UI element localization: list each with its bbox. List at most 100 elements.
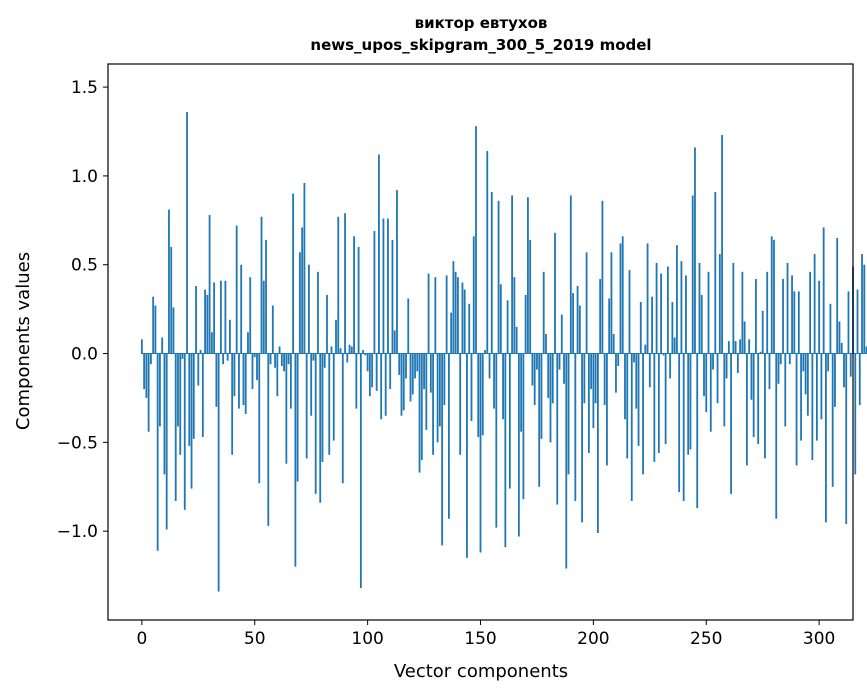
bar-90 bbox=[344, 213, 346, 354]
bar-286 bbox=[786, 262, 789, 354]
bar-75 bbox=[310, 353, 313, 416]
bar-101 bbox=[368, 353, 371, 397]
bar-160 bbox=[502, 353, 504, 420]
bar-301 bbox=[820, 353, 823, 420]
bar-109 bbox=[387, 218, 389, 354]
bar-44 bbox=[240, 264, 243, 354]
bar-273 bbox=[757, 353, 760, 445]
bar-220 bbox=[637, 353, 640, 446]
bar-105 bbox=[378, 154, 380, 354]
bar-137 bbox=[450, 312, 453, 354]
bar-11 bbox=[165, 353, 168, 530]
bar-307 bbox=[834, 353, 836, 407]
bar-133 bbox=[441, 353, 444, 546]
bar-161 bbox=[504, 353, 507, 548]
bar-287 bbox=[788, 353, 791, 365]
bar-110 bbox=[389, 353, 392, 390]
bar-34 bbox=[217, 353, 220, 592]
bar-198 bbox=[587, 353, 590, 454]
bar-234 bbox=[669, 353, 672, 379]
y-tick-label: 1.5 bbox=[71, 78, 98, 98]
bar-225 bbox=[648, 353, 651, 388]
bar-201 bbox=[594, 353, 597, 404]
bar-305 bbox=[829, 303, 832, 354]
bar-107 bbox=[382, 218, 385, 354]
bar-117 bbox=[405, 353, 407, 379]
bar-205 bbox=[603, 353, 606, 406]
bar-223 bbox=[644, 344, 647, 354]
bar-164 bbox=[511, 195, 514, 354]
bar-37 bbox=[224, 280, 227, 354]
bar-282 bbox=[777, 353, 780, 384]
plot-frame bbox=[107, 63, 854, 621]
bar-3 bbox=[147, 353, 150, 432]
bar-123 bbox=[418, 353, 421, 473]
y-tick-label: −0.5 bbox=[57, 433, 98, 453]
bar-194 bbox=[578, 305, 581, 354]
bar-72 bbox=[303, 183, 306, 354]
bars-group bbox=[140, 111, 867, 592]
bar-175 bbox=[536, 353, 538, 370]
bar-302 bbox=[822, 227, 825, 354]
bar-208 bbox=[610, 252, 613, 354]
bar-207 bbox=[608, 298, 611, 354]
bar-229 bbox=[657, 353, 660, 454]
bar-136 bbox=[447, 353, 450, 519]
bar-21 bbox=[188, 353, 191, 446]
bar-304 bbox=[827, 353, 830, 372]
bar-257 bbox=[721, 135, 723, 354]
bar-244 bbox=[691, 195, 694, 354]
bar-78 bbox=[317, 271, 319, 354]
bar-184 bbox=[556, 353, 559, 505]
bar-263 bbox=[734, 341, 737, 354]
bar-82 bbox=[326, 294, 328, 354]
bar-256 bbox=[718, 254, 721, 354]
bar-294 bbox=[804, 353, 807, 395]
bar-87 bbox=[337, 216, 340, 354]
bar-209 bbox=[612, 334, 615, 354]
bar-16 bbox=[177, 353, 179, 427]
bar-135 bbox=[445, 275, 448, 354]
bar-39 bbox=[229, 319, 231, 354]
bar-306 bbox=[831, 353, 834, 487]
bar-142 bbox=[461, 282, 464, 354]
bar-163 bbox=[508, 353, 511, 489]
bar-56 bbox=[267, 353, 270, 526]
x-axis-ticks: 0 50 100 150 200 250 300 bbox=[136, 620, 835, 649]
bar-57 bbox=[269, 353, 272, 365]
bar-51 bbox=[256, 353, 258, 381]
bar-262 bbox=[732, 262, 735, 354]
bar-309 bbox=[838, 321, 841, 354]
bar-241 bbox=[685, 275, 687, 354]
bar-22 bbox=[190, 353, 193, 489]
bar-319 bbox=[861, 254, 863, 354]
bar-156 bbox=[493, 353, 495, 409]
bar-270 bbox=[750, 353, 753, 400]
y-tick-label: 1.0 bbox=[71, 167, 98, 187]
bar-247 bbox=[698, 262, 701, 354]
bar-279 bbox=[770, 236, 773, 354]
bar-285 bbox=[784, 353, 787, 427]
bar-312 bbox=[845, 353, 848, 525]
bar-310 bbox=[840, 342, 843, 354]
bar-200 bbox=[592, 353, 595, 429]
bar-9 bbox=[161, 337, 164, 354]
y-axis-label: Components values bbox=[13, 252, 34, 430]
bar-0 bbox=[140, 339, 143, 354]
bar-85 bbox=[332, 353, 335, 441]
bar-266 bbox=[741, 271, 744, 354]
bar-73 bbox=[305, 353, 308, 459]
bar-128 bbox=[429, 353, 432, 393]
bar-181 bbox=[549, 353, 552, 443]
bar-222 bbox=[642, 353, 644, 475]
bar-93 bbox=[350, 346, 353, 354]
bar-25 bbox=[197, 353, 200, 386]
bar-119 bbox=[409, 353, 412, 402]
bar-147 bbox=[472, 236, 475, 354]
bar-243 bbox=[689, 353, 692, 450]
y-tick-label: −1.0 bbox=[57, 522, 98, 542]
bar-313 bbox=[847, 291, 850, 354]
bar-189 bbox=[567, 353, 570, 475]
bar-217 bbox=[630, 353, 633, 501]
x-tick-label: 200 bbox=[577, 629, 609, 649]
